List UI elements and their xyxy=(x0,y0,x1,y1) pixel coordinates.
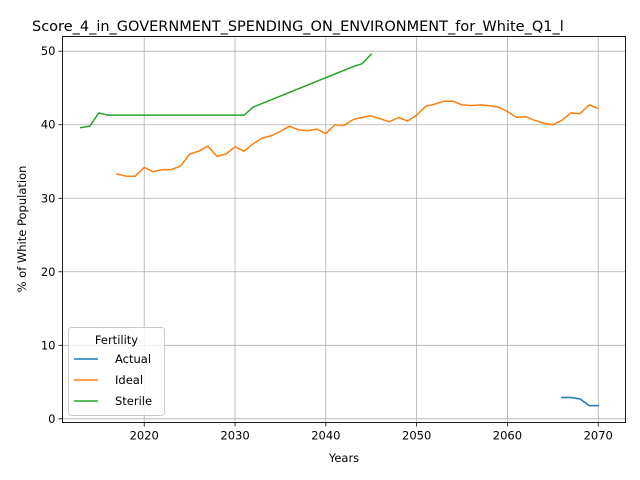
plot-frame xyxy=(62,36,626,423)
chart-title: Score_4_in_GOVERNMENT_SPENDING_ON_ENVIRO… xyxy=(32,19,564,35)
series-line-ideal xyxy=(116,100,600,177)
y-tick-label: 0 xyxy=(48,412,55,426)
y-axis-label: % of White Population xyxy=(15,166,29,293)
series-lines xyxy=(79,53,600,407)
x-tick-label: 2040 xyxy=(311,429,340,443)
legend-title: Fertility xyxy=(95,333,138,347)
y-tick-label: 40 xyxy=(41,118,56,132)
legend-items: Actual Ideal Sterile xyxy=(74,352,152,408)
legend-label-ideal: Ideal xyxy=(115,373,143,387)
y-tick-label: 20 xyxy=(41,265,56,279)
legend-label-actual: Actual xyxy=(115,352,151,366)
y-tick-label: 10 xyxy=(41,338,56,352)
x-tick-label: 2030 xyxy=(220,429,249,443)
x-tick-label: 2050 xyxy=(402,429,431,443)
legend-box xyxy=(68,327,165,416)
series-line-actual xyxy=(561,396,600,407)
x-tick-label: 2060 xyxy=(493,429,522,443)
legend-label-sterile: Sterile xyxy=(115,394,152,408)
legend: Fertility Actual Ideal Sterile xyxy=(68,327,165,416)
y-tick-label: 30 xyxy=(41,191,56,205)
series-line-sterile xyxy=(79,53,373,129)
x-tick-label: 2070 xyxy=(584,429,613,443)
x-tick-label: 2020 xyxy=(130,429,159,443)
x-axis-label: Years xyxy=(328,451,359,465)
y-tick-label: 50 xyxy=(41,44,56,58)
